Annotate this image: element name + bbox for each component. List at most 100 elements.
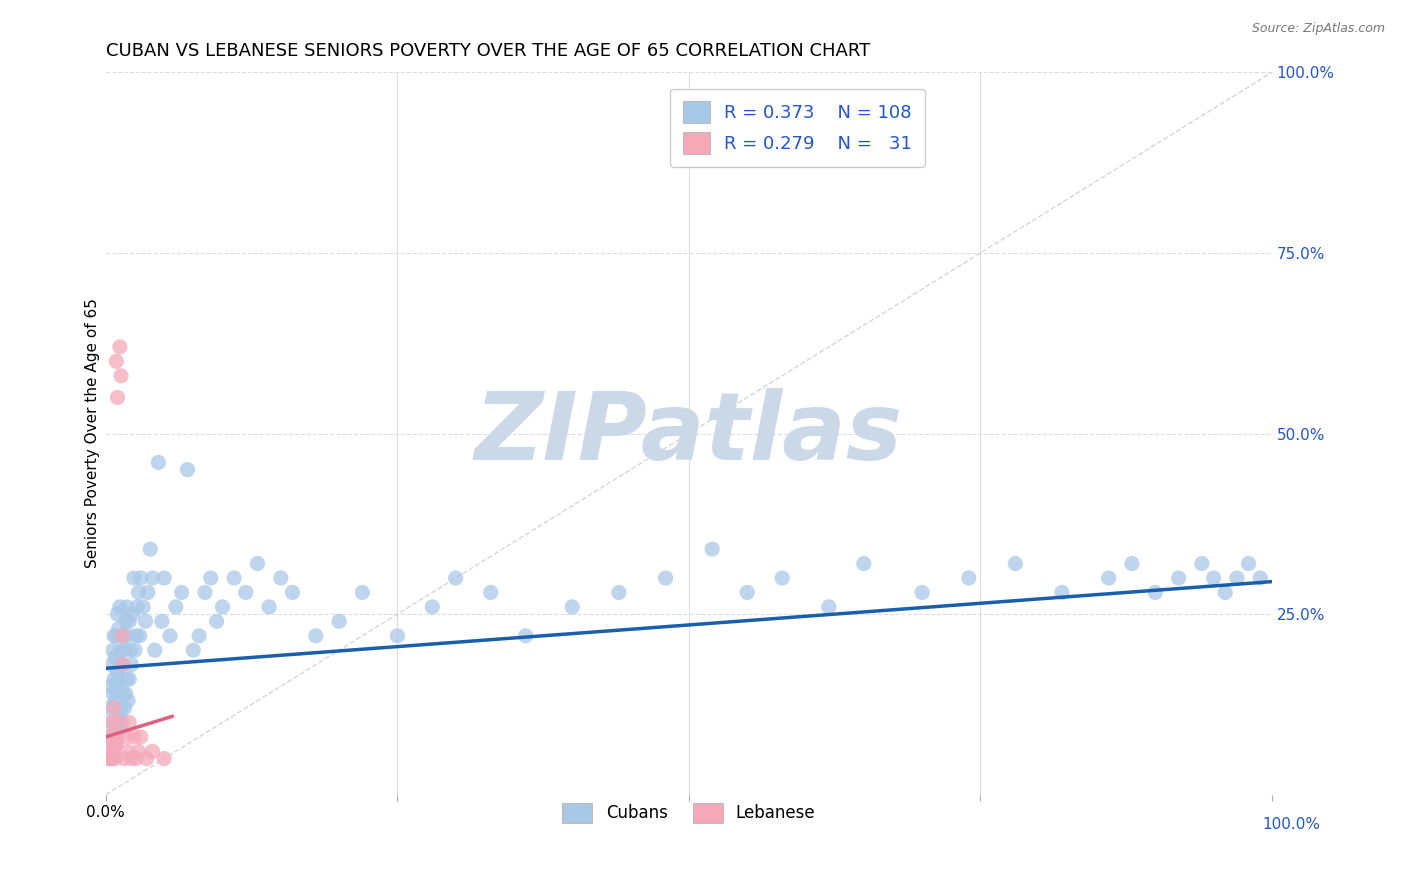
Point — [117, 694, 139, 708]
Point — [128, 744, 150, 758]
Point — [103, 723, 125, 737]
Point — [1249, 571, 1271, 585]
Point — [114, 643, 136, 657]
Point — [1050, 585, 1073, 599]
Point — [105, 730, 128, 744]
Point — [121, 751, 143, 765]
Point — [257, 599, 280, 614]
Point — [654, 571, 676, 585]
Point — [104, 751, 127, 765]
Point — [122, 571, 145, 585]
Point — [108, 340, 131, 354]
Point — [1213, 585, 1236, 599]
Point — [852, 557, 875, 571]
Point — [103, 672, 125, 686]
Point — [108, 599, 131, 614]
Point — [132, 599, 155, 614]
Point — [1226, 571, 1249, 585]
Point — [114, 701, 136, 715]
Point — [1098, 571, 1121, 585]
Point — [200, 571, 222, 585]
Point — [114, 615, 136, 629]
Point — [115, 599, 138, 614]
Point — [1144, 585, 1167, 599]
Point — [111, 629, 134, 643]
Point — [101, 744, 124, 758]
Point — [105, 629, 128, 643]
Point — [153, 751, 176, 765]
Point — [112, 687, 135, 701]
Point — [104, 737, 127, 751]
Point — [136, 585, 159, 599]
Point — [98, 730, 121, 744]
Point — [115, 672, 138, 686]
Point — [159, 629, 181, 643]
Point — [561, 599, 583, 614]
Point — [153, 571, 176, 585]
Point — [107, 391, 129, 405]
Point — [479, 585, 502, 599]
Point — [1191, 557, 1213, 571]
Point — [121, 657, 143, 672]
Point — [107, 730, 129, 744]
Point — [107, 622, 129, 636]
Point — [770, 571, 793, 585]
Point — [117, 744, 139, 758]
Point — [105, 679, 128, 693]
Point — [607, 585, 630, 599]
Point — [118, 672, 141, 686]
Point — [1121, 557, 1143, 571]
Point — [165, 599, 187, 614]
Point — [911, 585, 934, 599]
Point — [211, 599, 233, 614]
Point — [444, 571, 467, 585]
Point — [148, 455, 170, 469]
Point — [1237, 557, 1260, 571]
Point — [103, 744, 125, 758]
Point — [100, 715, 122, 730]
Point — [107, 715, 129, 730]
Point — [328, 615, 350, 629]
Point — [224, 571, 246, 585]
Point — [108, 708, 131, 723]
Point — [135, 751, 157, 765]
Point — [107, 672, 129, 686]
Point — [270, 571, 292, 585]
Point — [101, 643, 124, 657]
Point — [124, 643, 146, 657]
Point — [108, 657, 131, 672]
Point — [205, 615, 228, 629]
Point — [110, 643, 132, 657]
Point — [143, 643, 166, 657]
Point — [100, 751, 122, 765]
Point — [352, 585, 374, 599]
Point — [104, 650, 127, 665]
Point — [100, 657, 122, 672]
Text: CUBAN VS LEBANESE SENIORS POVERTY OVER THE AGE OF 65 CORRELATION CHART: CUBAN VS LEBANESE SENIORS POVERTY OVER T… — [105, 42, 870, 60]
Point — [1004, 557, 1026, 571]
Point — [114, 687, 136, 701]
Point — [107, 607, 129, 621]
Point — [104, 730, 127, 744]
Point — [170, 585, 193, 599]
Text: 100.0%: 100.0% — [1263, 817, 1320, 832]
Point — [702, 542, 724, 557]
Point — [141, 744, 163, 758]
Point — [127, 599, 149, 614]
Point — [98, 730, 121, 744]
Point — [97, 751, 120, 765]
Point — [121, 607, 143, 621]
Point — [105, 354, 128, 368]
Point — [112, 657, 135, 672]
Point — [134, 615, 156, 629]
Point — [100, 679, 122, 693]
Point — [139, 542, 162, 557]
Point — [515, 629, 537, 643]
Point — [112, 629, 135, 643]
Y-axis label: Seniors Poverty Over the Age of 65: Seniors Poverty Over the Age of 65 — [86, 299, 100, 568]
Point — [188, 629, 211, 643]
Point — [176, 463, 198, 477]
Point — [150, 615, 173, 629]
Point — [111, 657, 134, 672]
Text: ZIPatlas: ZIPatlas — [475, 387, 903, 480]
